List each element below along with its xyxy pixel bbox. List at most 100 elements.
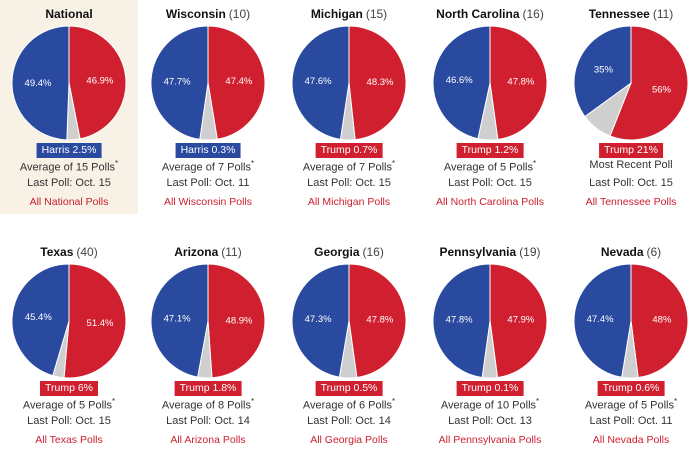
asterisk: * <box>536 397 540 406</box>
electoral-votes: (6) <box>646 245 662 259</box>
state-name: Georgia <box>314 245 360 259</box>
slice-harris <box>150 263 209 378</box>
slice-harris <box>573 25 632 118</box>
poll-count: Average of 5 Polls* <box>22 397 116 412</box>
label-harris: 47.7% <box>164 76 191 87</box>
poll-card-north-carolina: North Carolina (16) 46.6% 47.8% Trump 1.2% Av… <box>421 0 559 222</box>
asterisk: * <box>250 397 255 406</box>
all-polls-link[interactable]: All Michigan Polls <box>307 196 391 208</box>
asterisk: * <box>532 159 537 168</box>
electoral-votes: (16) <box>362 245 384 259</box>
pie-chart: 49.4% 46.9% <box>11 25 127 141</box>
pie-chart: 45.4% 51.4% <box>11 263 127 379</box>
poll-card-nevada: Nevada (6) 47.4% 48% Trump 0.6% Average of 5 … <box>562 238 700 460</box>
asterisk: * <box>391 159 396 168</box>
slice-trump <box>489 25 548 141</box>
label-trump: 48.3% <box>367 77 394 88</box>
all-polls-link[interactable]: All Georgia Polls <box>310 434 388 446</box>
label-harris: 45.4% <box>25 312 52 323</box>
all-polls-link[interactable]: All Arizona Polls <box>170 434 246 446</box>
state-name: Pennsylvania <box>439 245 517 259</box>
poll-count: Average of 5 Polls* <box>584 397 678 412</box>
label-trump: 48% <box>652 315 672 326</box>
label-trump: 47.8% <box>366 314 393 325</box>
poll-card-arizona: Arizona (11) 47.1% 48.9% Trump 1.8% Average o… <box>139 238 277 460</box>
slice-trump <box>63 263 127 379</box>
state-name: Arizona <box>174 245 219 259</box>
label-trump: 47.8% <box>507 76 534 87</box>
asterisk: * <box>111 397 116 406</box>
card-title: National <box>0 7 138 21</box>
poll-count: Average of 7 Polls* <box>161 159 255 174</box>
lead-badge: Harris 2.5% <box>36 143 102 158</box>
slice-trump <box>68 25 127 140</box>
poll-card-georgia: Georgia (16) 47.3% 47.8% Trump 0.5% Average o… <box>280 238 418 460</box>
all-polls-link[interactable]: All Pennsylvania Polls <box>438 434 542 446</box>
card-title: Pennsylvania (19) <box>421 245 559 259</box>
lead-badge: Trump 1.8% <box>174 381 242 396</box>
poll-card-texas: Texas (40) 45.4% 51.4% Trump 6% Average of 5 … <box>0 238 138 460</box>
pie-chart: 35% 56% <box>573 25 689 141</box>
card-title: Nevada (6) <box>562 245 700 259</box>
all-polls-link[interactable]: All North Carolina Polls <box>436 196 544 208</box>
label-harris: 35% <box>594 64 614 75</box>
state-name: North Carolina <box>436 7 520 21</box>
asterisk: * <box>391 397 396 406</box>
slice-harris <box>11 25 70 141</box>
slice-trump <box>630 263 689 379</box>
all-polls-link[interactable]: All Nevada Polls <box>592 434 670 446</box>
electoral-votes: (10) <box>228 7 251 21</box>
label-trump: 47.4% <box>225 76 252 87</box>
all-polls-link[interactable]: All Tennessee Polls <box>585 196 677 208</box>
electoral-votes: (19) <box>519 245 541 259</box>
slice-harris <box>432 263 491 379</box>
poll-card-pennsylvania: Pennsylvania (19) 47.8% 47.9% Trump 0.1% Aver… <box>421 238 559 460</box>
state-name: Tennessee <box>588 7 650 21</box>
card-title: North Carolina (16) <box>421 7 559 21</box>
last-poll-date: Last Poll: Oct. 15 <box>27 177 111 189</box>
label-trump: 46.9% <box>86 76 113 87</box>
all-polls-link[interactable]: All Texas Polls <box>35 434 103 446</box>
label-trump: 51.4% <box>87 318 114 329</box>
poll-count: Average of 8 Polls* <box>161 397 255 412</box>
label-trump: 47.9% <box>507 315 534 326</box>
slice-harris <box>291 263 350 378</box>
slice-harris <box>432 25 491 140</box>
poll-card-michigan: Michigan (15) 47.6% 48.3% Trump 0.7% Average … <box>280 0 418 222</box>
poll-count: Most Recent Poll <box>589 159 673 171</box>
state-name: Michigan <box>310 7 363 21</box>
last-poll-date: Last Poll: Oct. 14 <box>166 415 250 427</box>
slice-trump <box>489 263 548 379</box>
asterisk: * <box>673 397 678 406</box>
lead-badge: Harris 0.3% <box>175 143 241 158</box>
label-harris: 47.4% <box>587 314 614 325</box>
label-harris: 47.8% <box>446 314 473 325</box>
poll-count: Average of 15 Polls* <box>19 159 119 174</box>
label-trump: 48.9% <box>226 315 253 326</box>
slice-trump <box>348 263 407 379</box>
slice-harris <box>150 25 209 140</box>
all-polls-link[interactable]: All National Polls <box>29 196 109 208</box>
last-poll-date: Last Poll: Oct. 13 <box>448 415 532 427</box>
card-title: Wisconsin (10) <box>139 7 277 21</box>
poll-count: Average of 5 Polls* <box>443 159 537 174</box>
slice-harris <box>11 263 70 377</box>
lead-badge: Trump 0.7% <box>315 143 383 158</box>
label-harris: 49.4% <box>25 78 52 89</box>
last-poll-date: Last Poll: Oct. 11 <box>166 177 250 189</box>
lead-badge: Trump 21% <box>599 143 663 158</box>
last-poll-date: Last Poll: Oct. 15 <box>307 177 391 189</box>
pie-chart: 47.4% 48% <box>573 263 689 379</box>
label-harris: 46.6% <box>446 75 473 86</box>
card-title: Arizona (11) <box>139 245 277 259</box>
slice-harris <box>573 263 632 378</box>
label-harris: 47.1% <box>164 314 191 325</box>
state-name: Nevada <box>600 245 644 259</box>
all-polls-link[interactable]: All Wisconsin Polls <box>163 196 253 208</box>
label-harris: 47.6% <box>305 76 332 87</box>
last-poll-date: Last Poll: Oct. 15 <box>448 177 532 189</box>
slice-harris <box>291 25 350 140</box>
label-trump: 56% <box>652 84 672 95</box>
electoral-votes: (15) <box>365 7 388 21</box>
electoral-votes: (16) <box>522 7 544 21</box>
